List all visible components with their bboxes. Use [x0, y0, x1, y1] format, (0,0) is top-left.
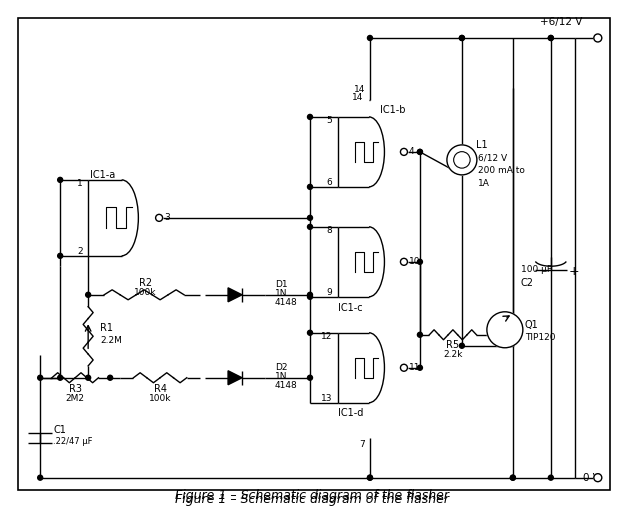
Text: 13: 13: [321, 394, 332, 403]
Circle shape: [401, 148, 408, 155]
Circle shape: [368, 475, 372, 480]
Text: 2M2: 2M2: [66, 394, 84, 403]
Text: 3: 3: [164, 213, 170, 223]
Text: C1: C1: [53, 425, 66, 435]
Text: 2.2k: 2.2k: [443, 350, 462, 359]
Text: 4148: 4148: [275, 381, 298, 390]
Text: IC1-a: IC1-a: [90, 170, 116, 180]
Circle shape: [418, 149, 422, 154]
Circle shape: [107, 375, 112, 380]
Circle shape: [401, 364, 408, 371]
Circle shape: [594, 473, 602, 482]
Text: 100k: 100k: [149, 394, 171, 403]
Circle shape: [58, 177, 63, 182]
Circle shape: [447, 145, 477, 175]
Text: 12: 12: [321, 332, 332, 341]
Text: R1: R1: [100, 323, 113, 333]
Circle shape: [594, 34, 602, 42]
Text: +: +: [569, 265, 579, 278]
Text: 5: 5: [326, 116, 332, 125]
Circle shape: [511, 475, 516, 480]
Text: IC1-b: IC1-b: [380, 105, 406, 115]
Polygon shape: [228, 371, 242, 385]
Circle shape: [548, 36, 553, 41]
Circle shape: [368, 475, 372, 480]
Text: 4: 4: [409, 147, 414, 156]
Text: +6/12 V: +6/12 V: [540, 17, 582, 27]
Circle shape: [86, 292, 91, 297]
Text: 100 μF: 100 μF: [521, 265, 552, 274]
Text: R2: R2: [139, 278, 152, 288]
Text: IC1-d: IC1-d: [338, 408, 363, 418]
Text: 1: 1: [78, 179, 83, 188]
Text: IC1-c: IC1-c: [338, 303, 362, 313]
Circle shape: [418, 332, 422, 337]
Polygon shape: [228, 288, 242, 302]
Text: R3: R3: [69, 384, 82, 394]
Circle shape: [308, 225, 312, 229]
Circle shape: [418, 259, 422, 264]
Text: TIP120: TIP120: [525, 333, 556, 342]
Circle shape: [548, 475, 553, 480]
Circle shape: [308, 292, 312, 297]
Circle shape: [418, 149, 422, 154]
Text: .22/47 μF: .22/47 μF: [53, 437, 92, 446]
Circle shape: [459, 36, 464, 41]
Text: 6/12 V: 6/12 V: [478, 153, 507, 163]
Text: R5: R5: [446, 340, 459, 350]
Text: Q1: Q1: [525, 320, 539, 330]
Text: 0 V: 0 V: [583, 472, 600, 483]
Text: 9: 9: [326, 289, 332, 297]
Text: Figure 1 – Schematic diagram of the flasher: Figure 1 – Schematic diagram of the flas…: [175, 493, 449, 506]
Circle shape: [487, 312, 523, 348]
Circle shape: [58, 253, 63, 259]
Text: 1N: 1N: [275, 289, 288, 298]
Text: D1: D1: [275, 280, 288, 290]
Circle shape: [418, 365, 422, 370]
Circle shape: [86, 375, 91, 380]
Text: D2: D2: [275, 363, 288, 372]
Circle shape: [459, 36, 464, 41]
Text: Figure 1 – Schematic diagram of the flasher: Figure 1 – Schematic diagram of the flas…: [175, 489, 449, 502]
Text: 14: 14: [352, 93, 364, 103]
Text: 100k: 100k: [134, 289, 156, 297]
Circle shape: [454, 152, 470, 168]
Text: 10: 10: [409, 258, 421, 266]
Text: 8: 8: [326, 227, 332, 235]
Circle shape: [308, 330, 312, 335]
Circle shape: [459, 343, 464, 348]
Circle shape: [308, 184, 312, 189]
Circle shape: [548, 36, 553, 41]
Text: 1N: 1N: [275, 372, 288, 381]
Circle shape: [156, 214, 162, 221]
Text: 2: 2: [78, 247, 83, 257]
Text: R4: R4: [154, 384, 167, 394]
Text: 2.2M: 2.2M: [100, 336, 122, 345]
Circle shape: [308, 215, 312, 220]
Text: 7: 7: [359, 440, 365, 449]
Text: 11: 11: [409, 363, 421, 372]
Text: L1: L1: [476, 140, 488, 150]
Text: C2: C2: [521, 278, 534, 288]
Text: 1A: 1A: [478, 179, 490, 188]
Circle shape: [38, 475, 43, 480]
Circle shape: [401, 259, 408, 265]
Text: 14: 14: [354, 85, 365, 94]
Text: 4148: 4148: [275, 298, 298, 307]
Text: 200 mA to: 200 mA to: [478, 167, 525, 175]
Circle shape: [308, 294, 312, 299]
Circle shape: [58, 375, 63, 380]
Circle shape: [38, 375, 43, 380]
Text: 6: 6: [326, 178, 332, 187]
Circle shape: [368, 36, 372, 41]
Circle shape: [308, 114, 312, 119]
Circle shape: [308, 375, 312, 380]
Circle shape: [511, 475, 516, 480]
